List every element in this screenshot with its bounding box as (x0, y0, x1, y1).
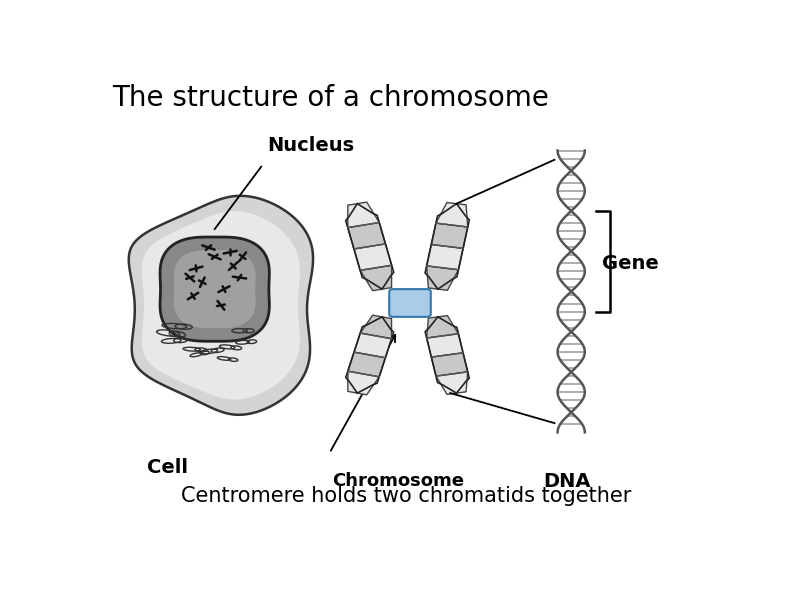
Polygon shape (142, 211, 300, 400)
Text: The structure of a chromosome: The structure of a chromosome (112, 83, 550, 112)
Text: Gene: Gene (602, 254, 659, 273)
Polygon shape (348, 371, 379, 395)
Polygon shape (354, 244, 392, 271)
Polygon shape (426, 334, 463, 357)
Polygon shape (129, 196, 313, 415)
Polygon shape (436, 203, 468, 227)
Polygon shape (431, 353, 468, 376)
Polygon shape (354, 333, 391, 358)
Text: DNA: DNA (543, 472, 590, 491)
Polygon shape (426, 244, 463, 269)
Text: Chromosome: Chromosome (333, 472, 465, 490)
Text: Cell: Cell (146, 458, 187, 477)
Polygon shape (360, 265, 392, 290)
Polygon shape (436, 372, 468, 394)
Polygon shape (360, 315, 391, 339)
Polygon shape (348, 352, 386, 377)
Text: Centromere holds two chromatids together: Centromere holds two chromatids together (181, 486, 631, 506)
Polygon shape (348, 223, 386, 249)
Text: Nucleus: Nucleus (267, 136, 354, 155)
Polygon shape (426, 266, 458, 290)
Polygon shape (174, 250, 256, 328)
FancyBboxPatch shape (390, 289, 430, 317)
Polygon shape (348, 202, 379, 227)
Polygon shape (426, 316, 458, 338)
Polygon shape (160, 237, 270, 341)
Polygon shape (431, 223, 468, 248)
